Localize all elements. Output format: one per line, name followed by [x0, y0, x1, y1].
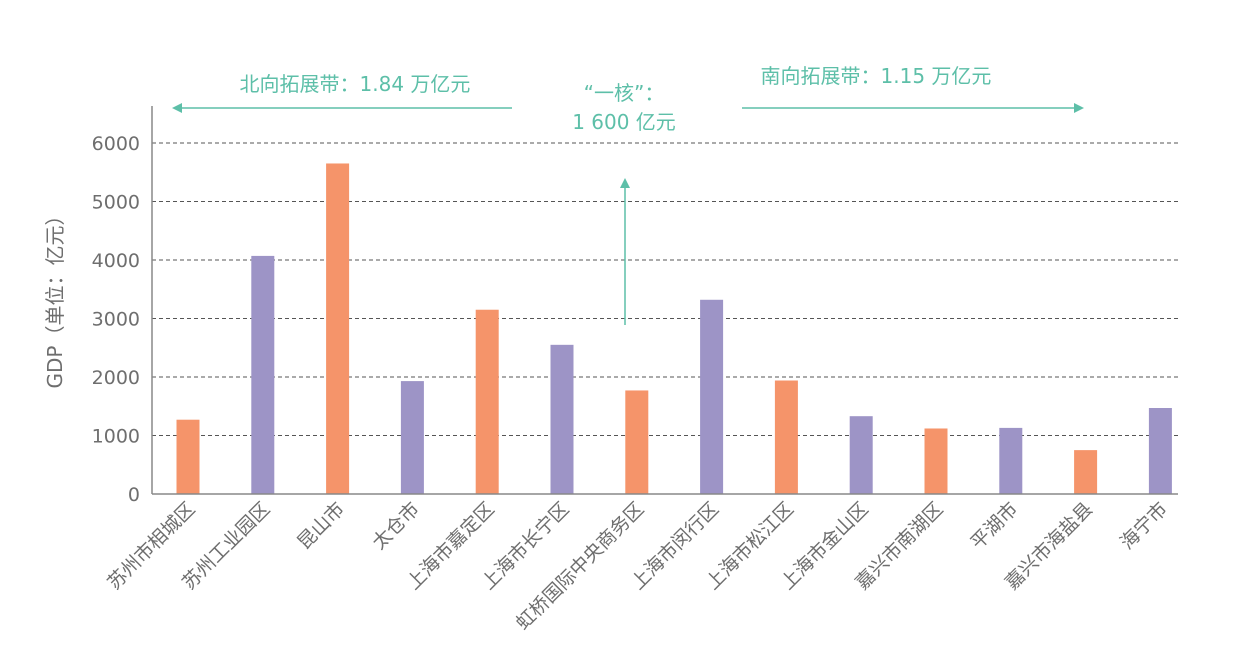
y-tick-label: 2000	[92, 367, 140, 389]
bars	[176, 163, 1172, 494]
core-label-line2: 1 600 亿元	[572, 110, 676, 134]
bar	[1148, 408, 1172, 494]
bar	[774, 380, 798, 494]
bar	[999, 427, 1023, 494]
core-label-line1: “一核”：	[584, 81, 665, 105]
bar	[400, 381, 424, 494]
y-tick-label: 5000	[92, 192, 140, 214]
south-belt-label: 南向拓展带：1.15 万亿元	[761, 64, 992, 88]
bar	[176, 419, 200, 494]
bar	[700, 299, 724, 494]
bar	[550, 344, 574, 494]
bar	[251, 255, 275, 494]
y-tick-labels: 0 1000 2000 3000 4000 5000 6000	[92, 133, 140, 506]
bar	[625, 390, 649, 494]
bar	[475, 309, 499, 494]
bar	[1074, 450, 1098, 494]
category-label: 昆山市	[293, 498, 349, 554]
y-tick-label: 4000	[92, 250, 140, 272]
y-tick-label: 0	[128, 484, 140, 506]
y-tick-label: 3000	[92, 309, 140, 331]
bar	[924, 428, 948, 494]
bar	[326, 163, 350, 494]
bar	[849, 416, 873, 494]
category-label: 太仓市	[368, 498, 424, 554]
north-belt-label: 北向拓展带：1.84 万亿元	[240, 72, 471, 96]
y-axis-label: GDP（单位：亿元）	[43, 206, 67, 389]
category-label: 虹桥国际中央商务区	[512, 498, 648, 634]
category-label: 平湖市	[966, 498, 1022, 554]
gridlines	[152, 142, 1178, 436]
y-tick-label: 6000	[92, 133, 140, 155]
y-tick-label: 1000	[92, 426, 140, 448]
category-label: 海宁市	[1116, 498, 1172, 554]
